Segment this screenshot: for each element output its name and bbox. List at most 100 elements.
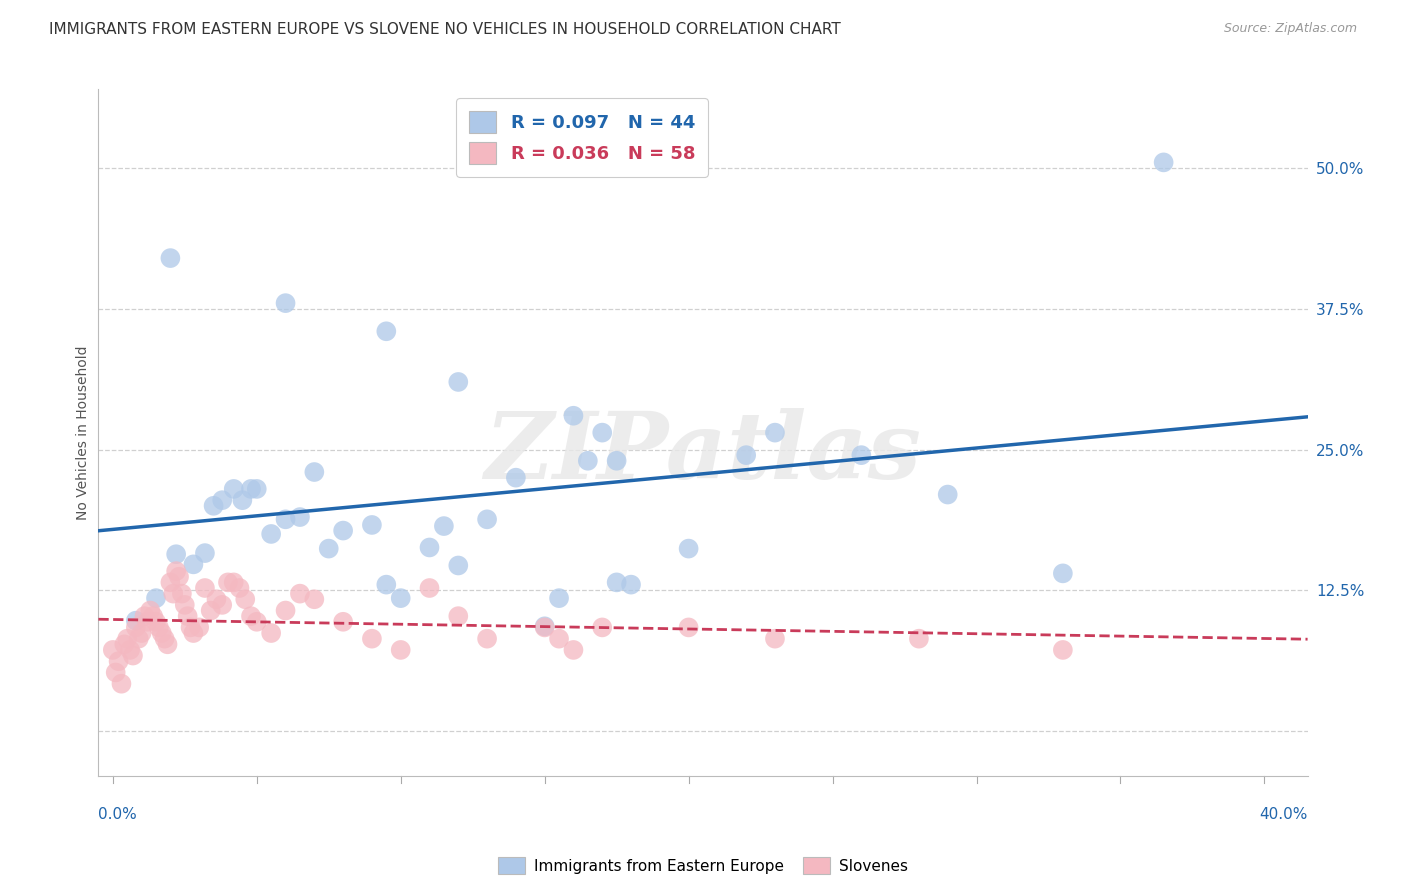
Point (240, 609, 263, 624)
Point (447, 609, 470, 624)
Point (148, 620, 170, 634)
Point (128, 632, 150, 646)
Point (936, 487, 959, 501)
Point (107, 654, 129, 668)
Point (389, 591, 412, 606)
Point (228, 581, 250, 595)
Point (170, 587, 193, 601)
Point (211, 598, 233, 612)
Point (183, 626, 205, 640)
Point (159, 251, 181, 265)
Point (183, 558, 205, 572)
Point (562, 643, 585, 657)
Point (332, 524, 354, 538)
Point (678, 541, 700, 556)
Point (112, 637, 135, 651)
Point (606, 454, 628, 468)
Point (162, 587, 184, 601)
Point (122, 648, 145, 663)
Point (217, 575, 239, 590)
Point (139, 603, 162, 617)
Legend: R = 0.097   N = 44, R = 0.036   N = 58: R = 0.097 N = 44, R = 0.036 N = 58 (457, 98, 707, 177)
Point (194, 581, 217, 595)
Point (1052, 643, 1074, 657)
Point (222, 482, 245, 496)
Point (194, 546, 217, 560)
Point (375, 577, 398, 591)
Point (361, 518, 384, 533)
Point (180, 620, 202, 634)
Point (288, 587, 311, 601)
Point (475, 632, 498, 646)
Point (763, 425, 786, 440)
Point (433, 519, 456, 533)
Point (274, 603, 297, 617)
Point (104, 665, 127, 680)
Point (136, 615, 159, 629)
Point (505, 470, 527, 484)
Point (222, 575, 245, 590)
Point (240, 482, 263, 496)
Point (131, 626, 153, 640)
Y-axis label: No Vehicles in Household: No Vehicles in Household (76, 345, 90, 520)
Point (188, 620, 211, 634)
Point (115, 632, 138, 646)
Point (1153, 155, 1175, 169)
Point (233, 592, 256, 607)
Point (908, 632, 931, 646)
Point (125, 620, 148, 634)
Text: ZIPatlas: ZIPatlas (485, 409, 921, 499)
Point (389, 643, 412, 657)
Point (591, 425, 613, 440)
Point (332, 615, 354, 629)
Point (318, 541, 340, 556)
Point (125, 614, 148, 628)
Point (1052, 566, 1074, 581)
Legend: Immigrants from Eastern Europe, Slovenes: Immigrants from Eastern Europe, Slovenes (492, 851, 914, 880)
Point (274, 296, 297, 310)
Point (304, 465, 326, 479)
Point (120, 643, 142, 657)
Point (304, 592, 326, 607)
Point (678, 620, 700, 634)
Point (211, 493, 233, 508)
Point (202, 499, 225, 513)
Point (851, 448, 873, 462)
Point (735, 448, 758, 462)
Point (260, 527, 283, 541)
Point (260, 626, 283, 640)
Point (153, 632, 176, 646)
Point (591, 620, 613, 634)
Point (231, 493, 253, 508)
Point (548, 632, 571, 646)
Point (167, 570, 190, 584)
Point (159, 575, 181, 590)
Text: 40.0%: 40.0% (1260, 807, 1308, 822)
Point (145, 615, 167, 629)
Text: 0.0%: 0.0% (98, 807, 138, 822)
Point (165, 547, 187, 561)
Point (246, 482, 269, 496)
Point (447, 558, 470, 573)
Point (156, 637, 179, 651)
Point (606, 575, 628, 590)
Text: IMMIGRANTS FROM EASTERN EUROPE VS SLOVENE NO VEHICLES IN HOUSEHOLD CORRELATION C: IMMIGRANTS FROM EASTERN EUROPE VS SLOVEN… (49, 22, 841, 37)
Point (576, 454, 599, 468)
Point (288, 510, 311, 524)
Point (101, 643, 124, 657)
Point (375, 324, 398, 338)
Point (447, 375, 470, 389)
Point (142, 609, 165, 624)
Point (205, 592, 228, 607)
Point (165, 564, 187, 578)
Point (361, 632, 384, 646)
Text: Source: ZipAtlas.com: Source: ZipAtlas.com (1223, 22, 1357, 36)
Point (110, 676, 132, 690)
Point (274, 512, 297, 526)
Point (134, 609, 156, 624)
Point (418, 541, 440, 555)
Point (200, 603, 222, 617)
Point (145, 591, 167, 606)
Point (150, 626, 173, 640)
Point (620, 577, 643, 591)
